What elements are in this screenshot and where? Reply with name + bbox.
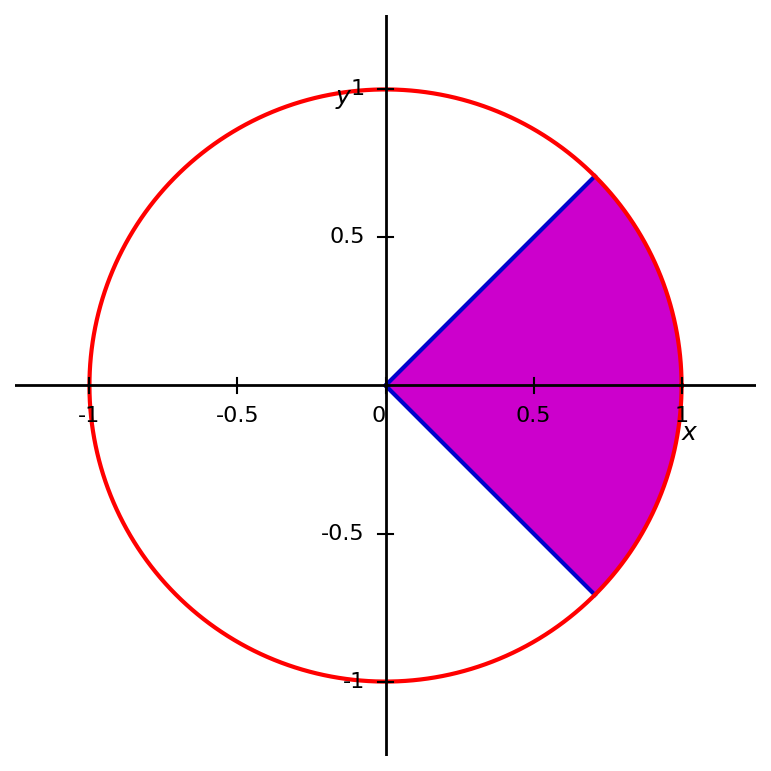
Text: -1: -1 <box>342 672 365 692</box>
Text: 1: 1 <box>351 79 365 99</box>
Text: x: x <box>682 421 696 445</box>
Text: -0.5: -0.5 <box>216 406 259 426</box>
Text: 0.5: 0.5 <box>329 227 365 247</box>
Polygon shape <box>386 176 682 595</box>
Text: -1: -1 <box>79 406 100 426</box>
Text: 0: 0 <box>372 406 386 426</box>
Text: 1: 1 <box>675 406 689 426</box>
Text: 0.5: 0.5 <box>516 406 551 426</box>
Text: -0.5: -0.5 <box>322 524 365 544</box>
Text: y: y <box>335 85 350 109</box>
